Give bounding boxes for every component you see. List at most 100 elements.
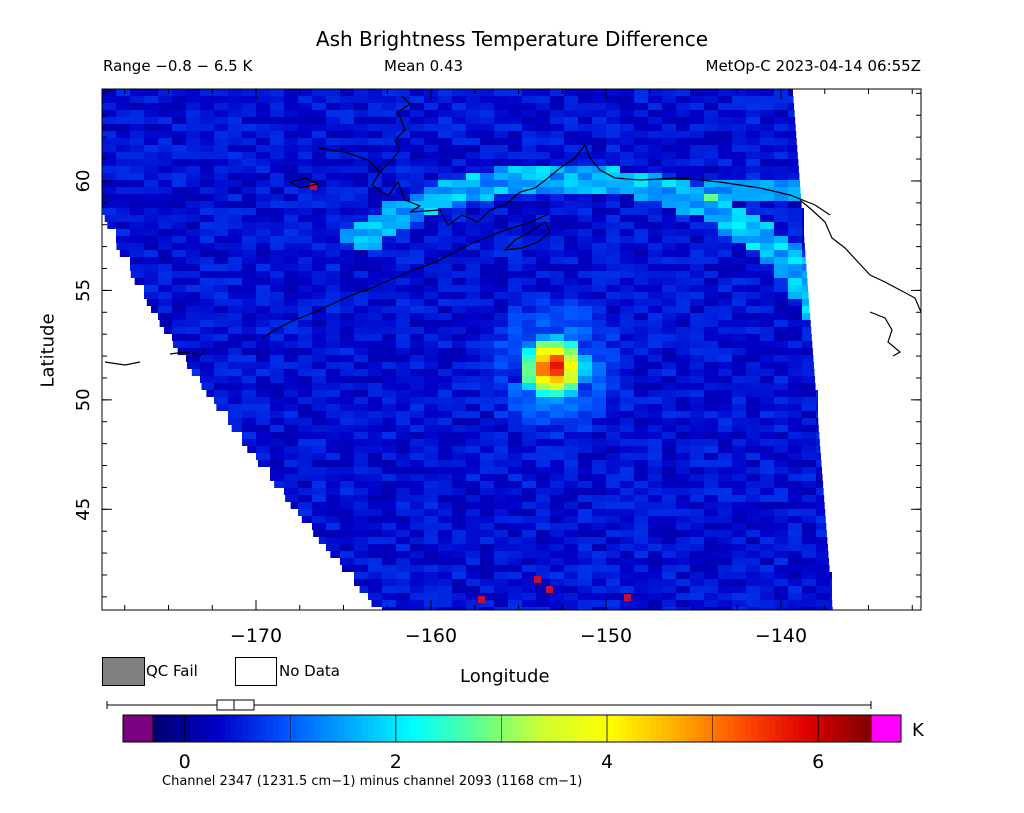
swath-pixel	[340, 446, 354, 453]
swath-pixel	[774, 327, 788, 334]
swath-pixel	[284, 117, 298, 124]
swath-pixel	[732, 159, 746, 166]
swath-pixel	[270, 460, 284, 467]
swath-pixel	[648, 152, 662, 159]
swath-pixel	[214, 362, 228, 369]
swath-pixel	[578, 439, 592, 446]
swath-pixel	[676, 117, 690, 124]
colorbar-tick-label: 0	[179, 751, 191, 773]
swath-pixel	[648, 299, 662, 306]
swath-pixel	[746, 117, 760, 124]
swath-pixel	[480, 194, 494, 201]
swath-pixel	[718, 558, 732, 565]
swath-pixel	[368, 278, 382, 285]
swath-pixel	[396, 411, 410, 418]
swath-pixel	[256, 173, 270, 180]
swath-pixel	[634, 243, 648, 250]
swath-pixel	[354, 369, 368, 376]
swath-pixel	[341, 565, 356, 572]
swath-pixel	[662, 418, 676, 425]
swath-pixel	[564, 586, 578, 593]
swath-pixel	[242, 229, 256, 236]
swath-pixel	[172, 236, 186, 243]
swath-pixel	[718, 271, 732, 278]
swath-pixel	[466, 404, 480, 411]
swath-pixel	[274, 481, 289, 488]
swath-pixel	[368, 530, 382, 537]
swath-pixel	[256, 320, 270, 327]
swath-pixel	[144, 278, 158, 285]
swath-pixel	[620, 250, 634, 257]
swath-pixel	[620, 446, 634, 453]
swath-pixel	[802, 523, 816, 530]
swath-pixel	[256, 453, 270, 460]
swath-pixel	[522, 600, 536, 607]
swath-pixel	[298, 138, 312, 145]
swath-pixel	[690, 285, 704, 292]
swath-pixel	[522, 138, 536, 145]
swath-pixel	[830, 572, 832, 579]
swath-pixel	[816, 432, 820, 439]
swath-pixel	[452, 124, 466, 131]
swath-pixel	[354, 152, 368, 159]
swath-pixel	[676, 537, 690, 544]
swath-pixel	[802, 509, 816, 516]
swath-pixel	[116, 89, 130, 96]
swath-pixel	[494, 341, 508, 348]
swath-pixel	[312, 341, 326, 348]
swath-pixel	[690, 355, 704, 362]
swath-pixel	[788, 509, 802, 516]
swath-pixel	[802, 348, 813, 355]
swath-pixel	[662, 208, 676, 215]
swath-pixel	[298, 460, 312, 467]
swath-pixel	[746, 446, 760, 453]
swath-pixel	[410, 495, 424, 502]
swath-pixel	[494, 348, 508, 355]
swath-pixel	[326, 341, 340, 348]
swath-pixel	[704, 145, 718, 152]
swath-pixel	[410, 278, 424, 285]
swath-pixel	[396, 89, 410, 96]
swath-pixel	[508, 257, 522, 264]
swath-pixel	[312, 425, 326, 432]
swath-pixel	[802, 516, 816, 523]
swath-pixel	[326, 453, 340, 460]
swath-pixel	[676, 89, 690, 96]
swath-pixel	[201, 383, 216, 390]
swath-pixel	[704, 558, 718, 565]
swath-pixel	[634, 523, 648, 530]
swath-pixel	[340, 516, 354, 523]
swath-pixel	[200, 222, 214, 229]
swath-pixel	[480, 306, 494, 313]
swath-pixel	[676, 187, 690, 194]
swath-pixel	[578, 544, 592, 551]
swath-pixel	[662, 152, 676, 159]
swath-pixel	[354, 439, 368, 446]
swath-pixel	[284, 124, 298, 131]
swath-pixel	[424, 355, 438, 362]
swath-pixel	[410, 110, 424, 117]
swath-pixel	[620, 418, 634, 425]
swath-pixel	[326, 117, 340, 124]
swath-pixel	[648, 579, 662, 586]
swath-pixel	[340, 369, 354, 376]
swath-pixel	[648, 180, 662, 187]
swath-pixel	[326, 390, 340, 397]
swath-pixel	[396, 243, 410, 250]
swath-pixel	[130, 243, 144, 250]
swath-pixel	[508, 530, 522, 537]
swath-pixel	[438, 131, 452, 138]
swath-pixel	[382, 572, 396, 579]
swath-pixel	[648, 110, 662, 117]
swath-pixel	[564, 117, 578, 124]
swath-pixel	[564, 236, 578, 243]
swath-pixel	[144, 138, 158, 145]
swath-pixel	[536, 159, 550, 166]
swath-pixel	[606, 453, 620, 460]
swath-pixel	[256, 369, 270, 376]
swath-pixel	[354, 453, 368, 460]
swath-pixel	[382, 439, 396, 446]
swath-pixel	[382, 313, 396, 320]
swath-pixel	[242, 418, 256, 425]
swath-pixel	[480, 362, 494, 369]
